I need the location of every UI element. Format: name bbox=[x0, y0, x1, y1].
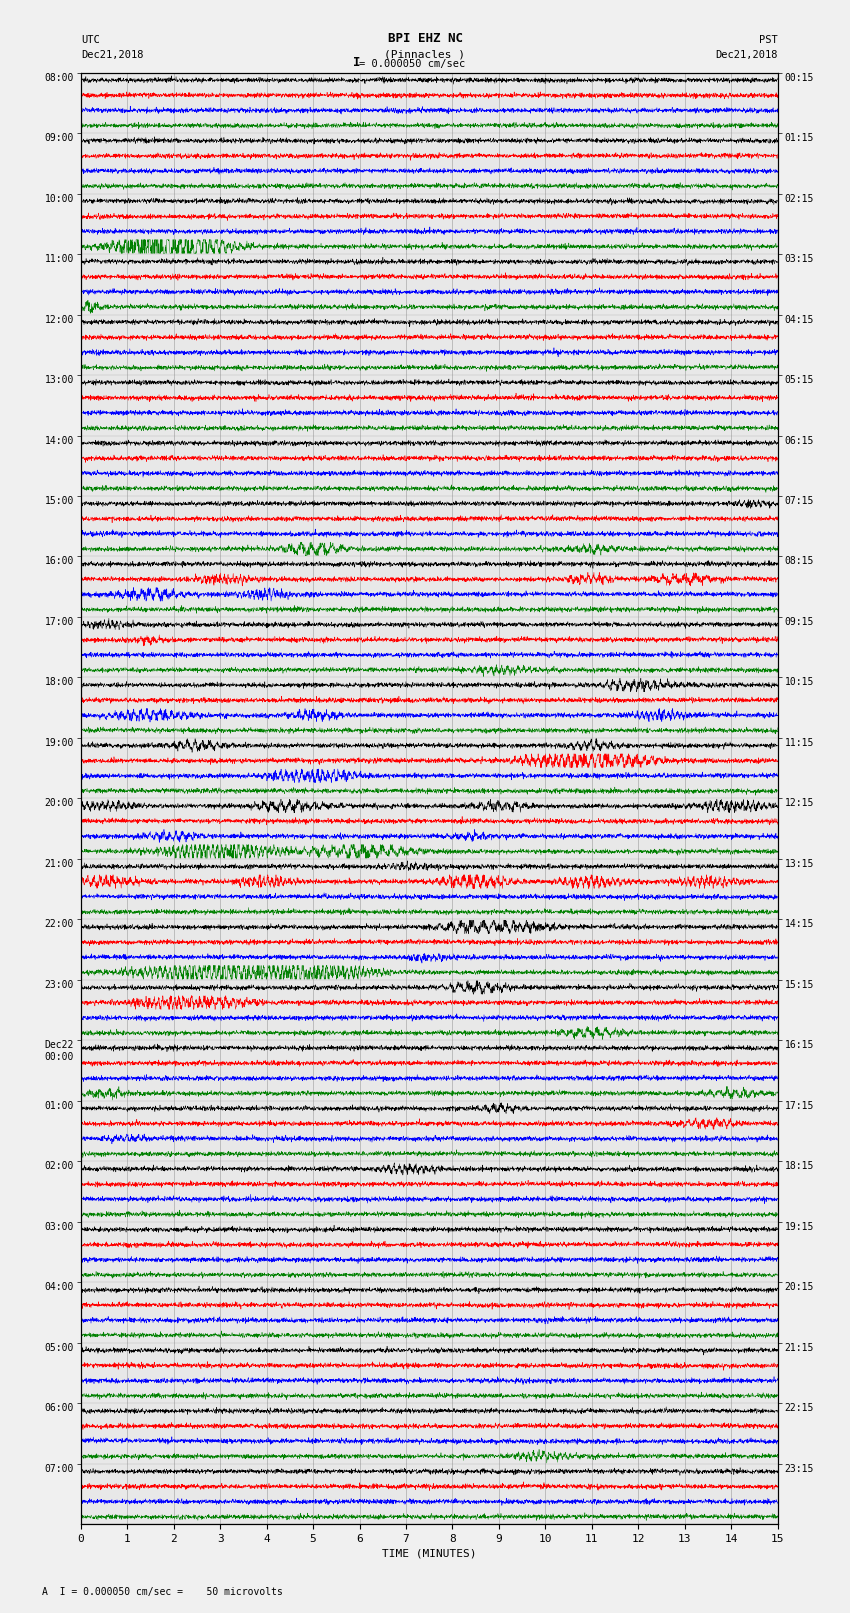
Text: A  I = 0.000050 cm/sec =    50 microvolts: A I = 0.000050 cm/sec = 50 microvolts bbox=[42, 1587, 283, 1597]
Text: Dec21,2018: Dec21,2018 bbox=[715, 50, 778, 60]
Text: (Pinnacles ): (Pinnacles ) bbox=[384, 50, 466, 60]
Text: BPI EHZ NC: BPI EHZ NC bbox=[388, 32, 462, 45]
Text: PST: PST bbox=[759, 35, 778, 45]
Text: UTC: UTC bbox=[81, 35, 99, 45]
Text: = 0.000050 cm/sec: = 0.000050 cm/sec bbox=[359, 60, 465, 69]
Text: Dec21,2018: Dec21,2018 bbox=[81, 50, 144, 60]
X-axis label: TIME (MINUTES): TIME (MINUTES) bbox=[382, 1548, 477, 1558]
Text: I: I bbox=[353, 56, 360, 69]
